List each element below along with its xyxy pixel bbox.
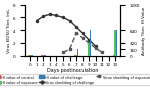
Bar: [116, 31, 117, 56]
Virus shedding of challenge: [62, 18, 64, 19]
Y-axis label: Antibody Titer, HI Value: Antibody Titer, HI Value: [142, 7, 146, 55]
Legend: HI value of control, HI value of exposure, HI value of challenge, Virus shedding: HI value of control, HI value of exposur…: [0, 74, 150, 86]
Virus shedding of exposure: [88, 43, 90, 44]
Virus shedding of challenge: [36, 21, 38, 22]
Virus shedding of challenge: [75, 27, 77, 28]
Y-axis label: Virus EID50 Titer, /mL: Virus EID50 Titer, /mL: [8, 9, 11, 53]
Virus shedding of challenge: [82, 33, 83, 35]
Virus shedding of challenge: [43, 16, 44, 18]
X-axis label: Days postinoculation: Days postinoculation: [47, 68, 98, 73]
Virus shedding of challenge: [88, 40, 90, 41]
Virus shedding of challenge: [56, 16, 57, 17]
Virus shedding of exposure: [82, 38, 83, 39]
Virus shedding of exposure: [95, 48, 96, 49]
Bar: [88, 43, 90, 56]
Virus shedding of exposure: [62, 52, 64, 54]
Bar: [77, 50, 78, 56]
Virus shedding of exposure: [69, 49, 70, 51]
Line: Virus shedding of exposure: Virus shedding of exposure: [62, 33, 103, 54]
Virus shedding of challenge: [69, 21, 70, 22]
Bar: [90, 31, 92, 56]
Line: Virus shedding of challenge: Virus shedding of challenge: [36, 14, 97, 48]
Virus shedding of exposure: [101, 52, 103, 54]
Bar: [114, 31, 116, 56]
Virus shedding of challenge: [95, 46, 96, 47]
Virus shedding of challenge: [49, 14, 51, 16]
Virus shedding of exposure: [75, 33, 77, 35]
